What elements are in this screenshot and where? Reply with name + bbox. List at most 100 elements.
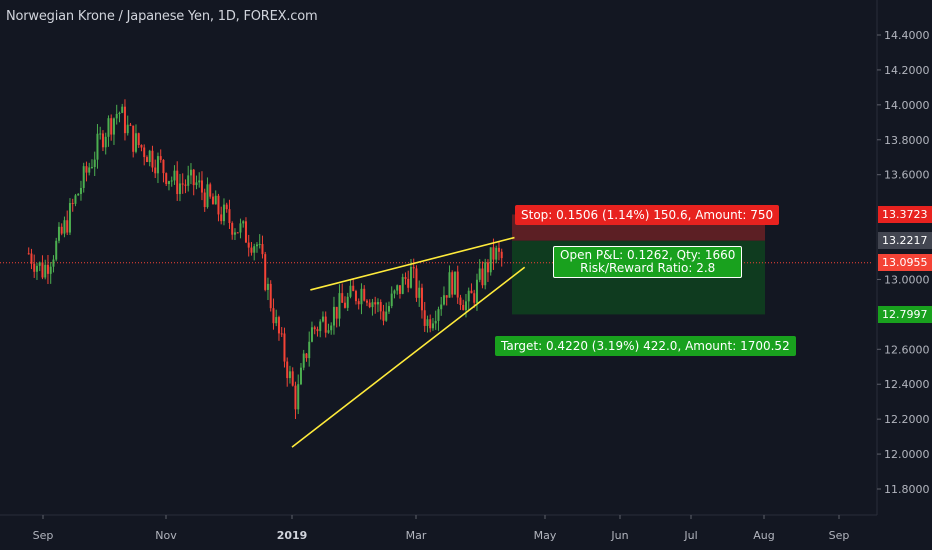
candle-body xyxy=(181,183,184,185)
candle-body xyxy=(74,195,77,204)
candle-body xyxy=(200,180,203,193)
candle-body xyxy=(346,296,349,308)
candle-body xyxy=(165,173,168,185)
candle-body xyxy=(462,304,465,311)
candle-body xyxy=(33,263,36,272)
candle-body xyxy=(60,226,63,234)
candle-body xyxy=(162,159,165,174)
candle-body xyxy=(420,287,423,311)
candle-body xyxy=(255,244,258,247)
candle-body xyxy=(299,367,302,385)
candle-body xyxy=(473,293,476,303)
candle-body xyxy=(297,384,300,410)
candle-body xyxy=(277,317,280,334)
candle-body xyxy=(456,271,459,298)
candle-body xyxy=(68,203,71,233)
candle-body xyxy=(71,203,74,205)
open-pnl-label: Open P&L: 0.1262, Qty: 1660 Risk/Reward … xyxy=(553,246,743,278)
candle-body xyxy=(159,156,162,160)
candle-body xyxy=(382,311,385,321)
candle-body xyxy=(206,184,209,208)
trendline-lower xyxy=(291,266,526,448)
candle-body xyxy=(134,133,137,152)
candle-body xyxy=(126,124,129,134)
candle-body xyxy=(415,268,418,298)
candle-body xyxy=(231,223,234,235)
candle-body xyxy=(445,295,448,298)
price-tick-label: 12.6000 xyxy=(884,343,930,356)
candle-body xyxy=(143,147,146,158)
candle-body xyxy=(341,293,344,303)
candle-body xyxy=(349,285,352,297)
target-label: Target: 0.4220 (3.19%) 422.0, Amount: 17… xyxy=(495,336,796,356)
candle-body xyxy=(302,353,305,368)
candle-body xyxy=(176,170,179,195)
candle-body xyxy=(467,290,470,302)
candle-body xyxy=(409,266,412,288)
candle-body xyxy=(63,220,66,234)
candle-body xyxy=(343,302,346,308)
time-axis-label: Mar xyxy=(406,529,427,542)
candle-body xyxy=(398,285,401,294)
candle-body xyxy=(360,288,363,305)
candle-body xyxy=(387,306,390,312)
price-badge: 12.7997 xyxy=(878,305,932,323)
candle-body xyxy=(214,195,217,205)
candle-body xyxy=(371,302,374,308)
candle-body xyxy=(385,311,388,321)
candle-body xyxy=(327,330,330,333)
time-axis-label: Jun xyxy=(610,529,628,542)
candle-body xyxy=(374,302,377,305)
candle-body xyxy=(294,385,297,410)
price-tick-label: 12.2000 xyxy=(884,413,930,426)
candle-body xyxy=(52,259,55,267)
candle-body xyxy=(310,327,313,342)
candle-body xyxy=(38,262,41,266)
candle-body xyxy=(192,169,195,186)
candle-body xyxy=(203,192,206,208)
candle-body xyxy=(27,253,30,255)
candle-body xyxy=(286,361,289,379)
candle-body xyxy=(396,285,399,291)
price-tick-label: 13.0000 xyxy=(884,273,930,286)
candle-body xyxy=(365,300,368,303)
candle-body xyxy=(49,266,52,274)
candle-body xyxy=(137,133,140,145)
candle-body xyxy=(330,325,333,331)
candle-body xyxy=(148,150,151,163)
candle-body xyxy=(368,302,371,308)
candle-body xyxy=(225,204,228,210)
candle-body xyxy=(79,187,82,194)
candle-body xyxy=(470,290,473,294)
candle-body xyxy=(357,301,360,305)
candle-body xyxy=(475,279,478,303)
price-tick-label: 12.0000 xyxy=(884,448,930,461)
candle-body xyxy=(118,112,121,114)
candle-body xyxy=(178,183,181,195)
candle-body xyxy=(170,180,173,182)
candle-body xyxy=(107,118,110,137)
candle-body xyxy=(101,133,104,148)
candle-body xyxy=(275,317,278,324)
candle-body xyxy=(376,302,379,305)
candle-body xyxy=(442,295,445,305)
candle-body xyxy=(96,133,99,160)
candle-body xyxy=(236,232,239,234)
candle-body xyxy=(401,277,404,294)
candle-body xyxy=(55,240,58,260)
price-tick-label: 14.4000 xyxy=(884,29,930,42)
candle-body xyxy=(354,291,357,302)
candle-body xyxy=(220,214,223,222)
candle-body xyxy=(335,306,338,319)
candle-body xyxy=(211,196,214,205)
candle-body xyxy=(44,264,47,278)
candle-body xyxy=(250,247,253,253)
candle-body xyxy=(321,316,324,322)
candle-body xyxy=(145,157,148,163)
candle-body xyxy=(233,232,236,235)
price-badge: 13.0955 xyxy=(878,254,932,272)
candle-body xyxy=(429,319,432,329)
candle-body xyxy=(104,136,107,148)
candle-body xyxy=(412,266,415,269)
